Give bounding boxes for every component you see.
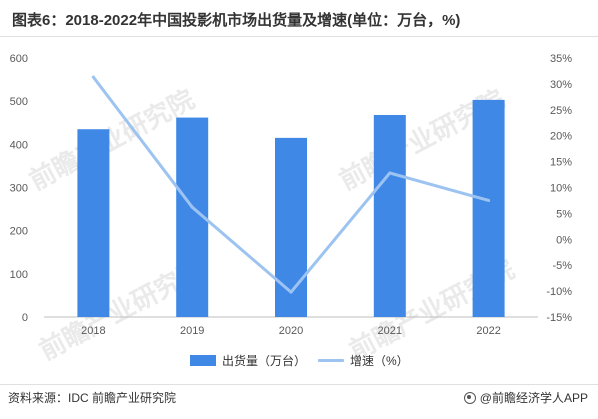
x-tick-label: 2019 [180,325,204,337]
bar-shipments-2021 [373,114,406,317]
y-right-tick-label: 30% [550,79,572,91]
growth-point-2021 [388,171,392,175]
y-left-tick-label: 500 [10,96,28,108]
y-right-tick-label: 5% [556,208,572,220]
growth-point-2019 [190,205,194,209]
brand-credit: @前瞻经济学人APP [463,389,588,406]
footer-divider [0,384,598,385]
y-right-tick-label: -15% [546,312,572,324]
x-tick-label: 2018 [81,325,105,337]
brand-logo-icon [463,391,476,404]
x-tick-label: 2021 [378,325,402,337]
legend-bar-swatch [190,354,216,366]
y-right-tick-label: 35% [550,53,572,65]
y-left-tick-label: 0 [22,312,28,324]
growth-point-2020 [289,290,293,294]
chart-legend: 出货量（万台） 增速（%） [0,350,598,370]
chart-title-bar: 图表6：2018-2022年中国投影机市场出货量及增速(单位：万台，%) [0,0,598,40]
growth-point-2022 [487,198,491,202]
source-note: 资料来源：IDC 前瞻产业研究院 [8,391,177,405]
legend-item-shipments: 出货量（万台） [190,350,306,370]
y-left-tick-label: 100 [10,269,28,281]
y-left-tick-label: 600 [10,53,28,65]
y-left-tick-label: 300 [10,183,28,195]
bar-shipments-2020 [275,137,307,317]
growth-point-2018 [91,75,95,79]
legend-item-growth: 增速（%） [318,350,409,370]
title-divider [0,36,598,37]
y-right-tick-label: -10% [546,286,572,298]
combo-chart: 0 100 200 300 400 500 600 -15% -10% -5% 0% 5% 10% 15%… [10,53,573,337]
y-right-tick-label: 20% [550,131,572,143]
y-right-tick-label: 15% [550,157,572,169]
bar-shipments-2022 [472,99,505,317]
x-tick-label: 2022 [476,325,500,337]
y-right-tick-label: 10% [550,183,572,195]
bar-shipments-2018 [77,129,110,317]
legend-line-swatch [318,358,344,362]
x-tick-label: 2020 [279,325,303,337]
legend-label-shipments: 出货量（万台） [222,353,307,368]
y-right-tick-label: 25% [550,105,572,117]
chart-title: 图表6：2018-2022年中国投影机市场出货量及增速(单位：万台，%) [12,12,461,29]
y-left-tick-label: 200 [10,226,28,238]
y-right-tick-label: 0% [556,234,572,246]
brand-label: @前瞻经济学人APP [479,391,588,405]
legend-label-growth: 增速（%） [350,353,409,368]
y-left-tick-label: 400 [10,139,28,151]
y-right-tick-label: -5% [552,260,572,272]
